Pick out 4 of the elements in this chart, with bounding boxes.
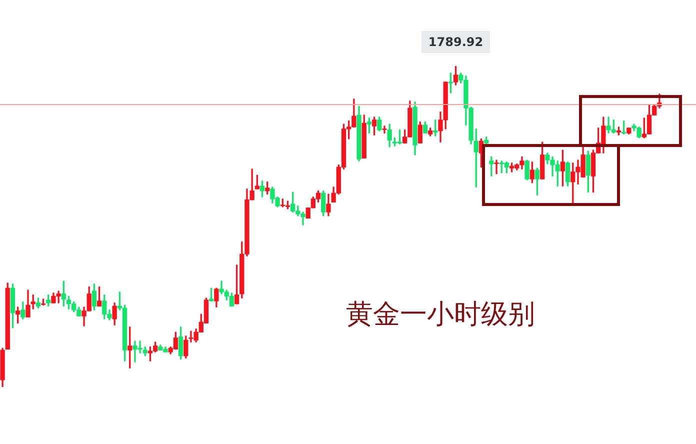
candlestick	[494, 160, 499, 174]
text: 黄金一小时级别	[346, 298, 535, 332]
candlestick	[382, 126, 387, 134]
annotation: 1789.92	[428, 35, 484, 50]
